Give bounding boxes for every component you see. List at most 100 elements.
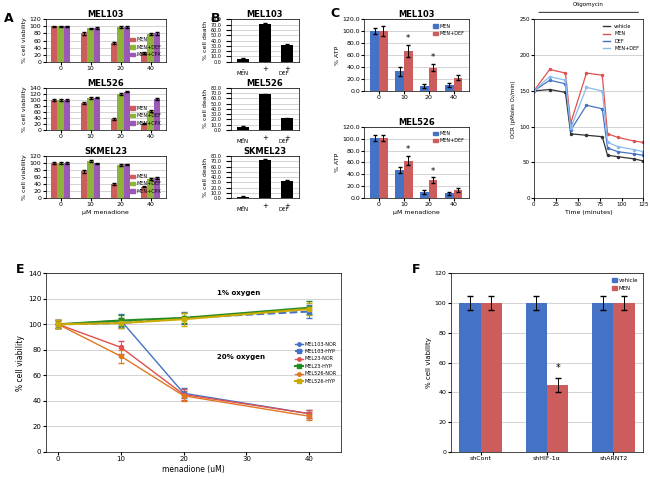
Y-axis label: % cell viability: % cell viability [22, 154, 27, 200]
Bar [87, 98, 94, 130]
Bar [140, 53, 148, 62]
Bar [259, 94, 271, 130]
Bar [87, 28, 94, 62]
Y-axis label: % cell death: % cell death [203, 89, 207, 128]
MEN+DEF [614, 144, 622, 150]
Text: C: C [331, 7, 340, 19]
Bar [281, 45, 292, 62]
vehicle [599, 134, 606, 139]
Title: MEL526: MEL526 [398, 118, 435, 126]
Bar [124, 164, 131, 198]
Bar [154, 178, 161, 198]
DEF [640, 153, 647, 158]
Bar [111, 119, 117, 130]
Text: *: * [431, 167, 436, 175]
Bar [111, 43, 117, 62]
Y-axis label: % ATP: % ATP [335, 153, 339, 172]
X-axis label: μM menadione: μM menadione [393, 210, 439, 215]
DEF [562, 81, 569, 87]
MEN [546, 67, 554, 72]
vehicle [614, 154, 622, 159]
Bar [420, 86, 429, 91]
Bar [148, 179, 154, 198]
Legend: MEL103-NOR, MEL103-HYP, MEL23-NOR, MEL23-HYP, MEL526-NOR, MEL526-HYP: MEL103-NOR, MEL103-HYP, MEL23-NOR, MEL23… [293, 340, 338, 385]
Bar [64, 163, 70, 198]
Line: MEN+DEF: MEN+DEF [533, 76, 645, 153]
vehicle [604, 153, 612, 158]
Line: MEN: MEN [533, 69, 645, 143]
vehicle [530, 88, 538, 94]
Bar [445, 85, 454, 91]
Y-axis label: OCR (pMoles O₂/min): OCR (pMoles O₂/min) [512, 80, 516, 138]
vehicle [567, 131, 575, 137]
Bar [281, 118, 292, 130]
Bar [404, 161, 413, 198]
Text: DEF: DEF [278, 139, 289, 144]
DEF [630, 151, 638, 157]
Bar [547, 385, 568, 452]
Text: *: * [406, 145, 410, 154]
Title: MEL103: MEL103 [87, 10, 124, 19]
Bar [237, 197, 249, 198]
MEN [582, 70, 590, 76]
Bar [124, 92, 131, 130]
MEN+DEF [562, 77, 569, 83]
Bar [94, 98, 101, 130]
Text: 1% oxygen: 1% oxygen [216, 290, 260, 295]
Y-axis label: % ATP: % ATP [335, 46, 339, 65]
Bar [57, 163, 64, 198]
Bar [51, 26, 57, 62]
Bar [64, 26, 70, 62]
DEF [582, 103, 590, 108]
Bar [429, 68, 437, 91]
Bar [124, 27, 131, 62]
MEN [562, 70, 569, 76]
MEN [640, 139, 647, 145]
Bar [259, 160, 271, 198]
DEF [546, 77, 554, 83]
Bar [614, 303, 635, 452]
Bar [148, 111, 154, 130]
X-axis label: menadione (uM): menadione (uM) [162, 465, 224, 474]
Text: MEN: MEN [237, 208, 248, 212]
X-axis label: μM menadione: μM menadione [82, 210, 129, 215]
vehicle [630, 156, 638, 162]
Bar [237, 59, 249, 62]
DEF [567, 127, 575, 133]
Text: DEF: DEF [278, 71, 289, 76]
Bar [140, 187, 148, 198]
Y-axis label: % cell viability: % cell viability [22, 17, 27, 63]
Bar [379, 31, 388, 91]
Bar [429, 180, 437, 198]
Text: Oligomycin: Oligomycin [573, 2, 604, 7]
Bar [281, 181, 292, 198]
Legend: MEN, MEN+DEF, MEN+CPX: MEN, MEN+DEF, MEN+CPX [128, 35, 163, 59]
vehicle [562, 89, 569, 95]
MEN+DEF [530, 88, 538, 94]
MEN [604, 131, 612, 137]
DEF [530, 88, 538, 94]
Bar [454, 190, 462, 198]
Bar [592, 303, 614, 452]
MEN+DEF [582, 85, 590, 90]
Bar [395, 71, 404, 91]
MEN+DEF [640, 149, 647, 155]
MEN [630, 138, 638, 144]
Title: SKMEL23: SKMEL23 [84, 147, 127, 156]
MEN+DEF [604, 139, 612, 145]
Text: 20% oxygen: 20% oxygen [216, 354, 265, 360]
Y-axis label: % cell death: % cell death [203, 157, 207, 197]
Text: A: A [3, 12, 13, 25]
Bar [370, 32, 379, 91]
Bar [445, 193, 454, 198]
Bar [57, 100, 64, 130]
Bar [87, 160, 94, 198]
Line: DEF: DEF [533, 79, 645, 156]
Title: MEL526: MEL526 [87, 79, 124, 87]
vehicle [546, 87, 554, 92]
Bar [94, 28, 101, 62]
Bar [51, 100, 57, 130]
Bar [140, 123, 148, 130]
X-axis label: Time (minutes): Time (minutes) [565, 210, 612, 215]
Y-axis label: % cell viability: % cell viability [426, 337, 432, 388]
